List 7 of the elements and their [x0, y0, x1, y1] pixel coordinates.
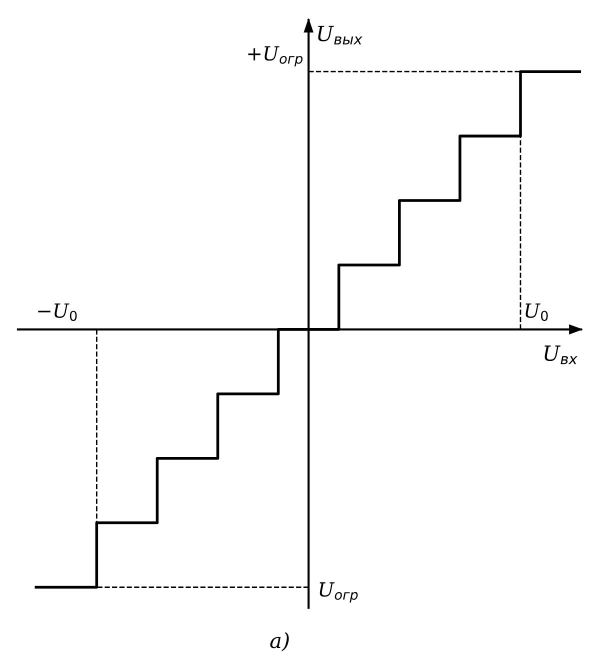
text: +U$_{огр}$: [248, 46, 303, 66]
annotation: −U$_{0}$: [38, 303, 77, 322]
annotation: U$_{огр}$: [320, 582, 358, 602]
x-axis-title: U$_{вх}$: [544, 346, 578, 364]
annotation: U$_{0}$: [526, 303, 548, 322]
text: а): [270, 632, 289, 652]
y-axis-title: U$_{вых}$: [318, 26, 362, 44]
